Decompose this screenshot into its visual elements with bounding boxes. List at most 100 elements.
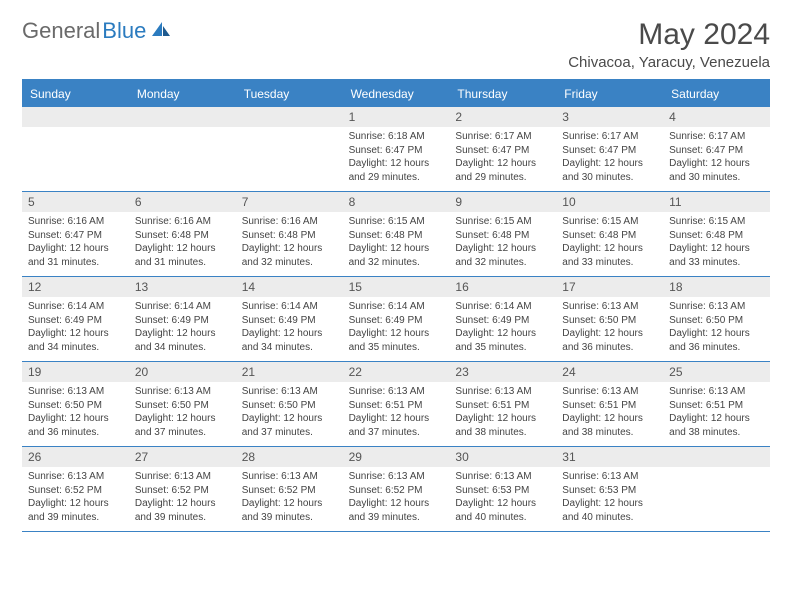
sunrise-text: Sunrise: 6:16 AM bbox=[242, 215, 337, 229]
calendar-cell bbox=[236, 107, 343, 191]
day-number: 29 bbox=[343, 447, 450, 467]
sunset-text: Sunset: 6:48 PM bbox=[562, 229, 657, 243]
sunrise-text: Sunrise: 6:13 AM bbox=[135, 470, 230, 484]
day-number: 27 bbox=[129, 447, 236, 467]
daylight-text: Daylight: 12 hours and 34 minutes. bbox=[28, 327, 123, 354]
cell-body: Sunrise: 6:13 AMSunset: 6:51 PMDaylight:… bbox=[449, 382, 556, 445]
sunset-text: Sunset: 6:49 PM bbox=[455, 314, 550, 328]
day-header-cell: Friday bbox=[556, 81, 663, 107]
day-number: 7 bbox=[236, 192, 343, 212]
cell-body: Sunrise: 6:13 AMSunset: 6:53 PMDaylight:… bbox=[556, 467, 663, 530]
sunrise-text: Sunrise: 6:13 AM bbox=[28, 470, 123, 484]
sunset-text: Sunset: 6:47 PM bbox=[669, 144, 764, 158]
sunset-text: Sunset: 6:50 PM bbox=[242, 399, 337, 413]
daylight-text: Daylight: 12 hours and 33 minutes. bbox=[669, 242, 764, 269]
daylight-text: Daylight: 12 hours and 31 minutes. bbox=[28, 242, 123, 269]
cell-body: Sunrise: 6:15 AMSunset: 6:48 PMDaylight:… bbox=[343, 212, 450, 275]
calendar-cell: 26Sunrise: 6:13 AMSunset: 6:52 PMDayligh… bbox=[22, 447, 129, 531]
sunrise-text: Sunrise: 6:14 AM bbox=[455, 300, 550, 314]
daylight-text: Daylight: 12 hours and 30 minutes. bbox=[562, 157, 657, 184]
header: General Blue May 2024 Chivacoa, Yaracuy,… bbox=[22, 18, 770, 71]
day-number bbox=[22, 107, 129, 127]
calendar-cell: 4Sunrise: 6:17 AMSunset: 6:47 PMDaylight… bbox=[663, 107, 770, 191]
sunrise-text: Sunrise: 6:15 AM bbox=[349, 215, 444, 229]
sunrise-text: Sunrise: 6:17 AM bbox=[562, 130, 657, 144]
daylight-text: Daylight: 12 hours and 38 minutes. bbox=[562, 412, 657, 439]
sunset-text: Sunset: 6:48 PM bbox=[349, 229, 444, 243]
sunrise-text: Sunrise: 6:18 AM bbox=[349, 130, 444, 144]
cell-body: Sunrise: 6:14 AMSunset: 6:49 PMDaylight:… bbox=[22, 297, 129, 360]
calendar-cell: 21Sunrise: 6:13 AMSunset: 6:50 PMDayligh… bbox=[236, 362, 343, 446]
cell-body: Sunrise: 6:15 AMSunset: 6:48 PMDaylight:… bbox=[556, 212, 663, 275]
cell-body bbox=[22, 127, 129, 185]
calendar-cell: 6Sunrise: 6:16 AMSunset: 6:48 PMDaylight… bbox=[129, 192, 236, 276]
daylight-text: Daylight: 12 hours and 29 minutes. bbox=[349, 157, 444, 184]
calendar-cell: 29Sunrise: 6:13 AMSunset: 6:52 PMDayligh… bbox=[343, 447, 450, 531]
calendar-cell: 3Sunrise: 6:17 AMSunset: 6:47 PMDaylight… bbox=[556, 107, 663, 191]
day-number: 25 bbox=[663, 362, 770, 382]
week-row: 5Sunrise: 6:16 AMSunset: 6:47 PMDaylight… bbox=[22, 192, 770, 277]
sunset-text: Sunset: 6:48 PM bbox=[242, 229, 337, 243]
sunrise-text: Sunrise: 6:13 AM bbox=[669, 385, 764, 399]
day-number bbox=[129, 107, 236, 127]
daylight-text: Daylight: 12 hours and 32 minutes. bbox=[349, 242, 444, 269]
calendar-cell: 2Sunrise: 6:17 AMSunset: 6:47 PMDaylight… bbox=[449, 107, 556, 191]
calendar-cell: 11Sunrise: 6:15 AMSunset: 6:48 PMDayligh… bbox=[663, 192, 770, 276]
sunrise-text: Sunrise: 6:13 AM bbox=[562, 385, 657, 399]
cell-body: Sunrise: 6:13 AMSunset: 6:51 PMDaylight:… bbox=[663, 382, 770, 445]
sunset-text: Sunset: 6:49 PM bbox=[28, 314, 123, 328]
cell-body: Sunrise: 6:13 AMSunset: 6:50 PMDaylight:… bbox=[22, 382, 129, 445]
sunset-text: Sunset: 6:52 PM bbox=[28, 484, 123, 498]
day-number: 24 bbox=[556, 362, 663, 382]
calendar-cell: 25Sunrise: 6:13 AMSunset: 6:51 PMDayligh… bbox=[663, 362, 770, 446]
calendar-cell: 15Sunrise: 6:14 AMSunset: 6:49 PMDayligh… bbox=[343, 277, 450, 361]
cell-body: Sunrise: 6:14 AMSunset: 6:49 PMDaylight:… bbox=[343, 297, 450, 360]
day-number: 22 bbox=[343, 362, 450, 382]
sunset-text: Sunset: 6:51 PM bbox=[455, 399, 550, 413]
calendar-cell: 22Sunrise: 6:13 AMSunset: 6:51 PMDayligh… bbox=[343, 362, 450, 446]
day-header-cell: Saturday bbox=[663, 81, 770, 107]
cell-body: Sunrise: 6:17 AMSunset: 6:47 PMDaylight:… bbox=[663, 127, 770, 190]
sunrise-text: Sunrise: 6:15 AM bbox=[669, 215, 764, 229]
day-number: 30 bbox=[449, 447, 556, 467]
sunset-text: Sunset: 6:50 PM bbox=[669, 314, 764, 328]
day-header-cell: Monday bbox=[129, 81, 236, 107]
calendar-cell: 28Sunrise: 6:13 AMSunset: 6:52 PMDayligh… bbox=[236, 447, 343, 531]
daylight-text: Daylight: 12 hours and 32 minutes. bbox=[242, 242, 337, 269]
month-title: May 2024 bbox=[568, 18, 770, 52]
location-text: Chivacoa, Yaracuy, Venezuela bbox=[568, 54, 770, 71]
daylight-text: Daylight: 12 hours and 31 minutes. bbox=[135, 242, 230, 269]
daylight-text: Daylight: 12 hours and 33 minutes. bbox=[562, 242, 657, 269]
calendar-cell: 31Sunrise: 6:13 AMSunset: 6:53 PMDayligh… bbox=[556, 447, 663, 531]
sunrise-text: Sunrise: 6:14 AM bbox=[242, 300, 337, 314]
day-header-cell: Wednesday bbox=[343, 81, 450, 107]
week-row: 12Sunrise: 6:14 AMSunset: 6:49 PMDayligh… bbox=[22, 277, 770, 362]
daylight-text: Daylight: 12 hours and 35 minutes. bbox=[349, 327, 444, 354]
cell-body: Sunrise: 6:14 AMSunset: 6:49 PMDaylight:… bbox=[129, 297, 236, 360]
cell-body: Sunrise: 6:16 AMSunset: 6:47 PMDaylight:… bbox=[22, 212, 129, 275]
logo: General Blue bbox=[22, 18, 172, 44]
sunrise-text: Sunrise: 6:14 AM bbox=[349, 300, 444, 314]
calendar-cell: 24Sunrise: 6:13 AMSunset: 6:51 PMDayligh… bbox=[556, 362, 663, 446]
day-number: 9 bbox=[449, 192, 556, 212]
daylight-text: Daylight: 12 hours and 34 minutes. bbox=[242, 327, 337, 354]
logo-text-blue: Blue bbox=[102, 18, 146, 44]
daylight-text: Daylight: 12 hours and 37 minutes. bbox=[242, 412, 337, 439]
daylight-text: Daylight: 12 hours and 37 minutes. bbox=[349, 412, 444, 439]
sunrise-text: Sunrise: 6:13 AM bbox=[669, 300, 764, 314]
sunset-text: Sunset: 6:51 PM bbox=[349, 399, 444, 413]
sunset-text: Sunset: 6:51 PM bbox=[669, 399, 764, 413]
calendar-cell: 1Sunrise: 6:18 AMSunset: 6:47 PMDaylight… bbox=[343, 107, 450, 191]
sunset-text: Sunset: 6:52 PM bbox=[349, 484, 444, 498]
day-number: 6 bbox=[129, 192, 236, 212]
sunset-text: Sunset: 6:53 PM bbox=[455, 484, 550, 498]
daylight-text: Daylight: 12 hours and 39 minutes. bbox=[135, 497, 230, 524]
day-number bbox=[236, 107, 343, 127]
calendar-cell: 10Sunrise: 6:15 AMSunset: 6:48 PMDayligh… bbox=[556, 192, 663, 276]
daylight-text: Daylight: 12 hours and 36 minutes. bbox=[669, 327, 764, 354]
sunrise-text: Sunrise: 6:15 AM bbox=[455, 215, 550, 229]
daylight-text: Daylight: 12 hours and 40 minutes. bbox=[455, 497, 550, 524]
sunrise-text: Sunrise: 6:14 AM bbox=[28, 300, 123, 314]
daylight-text: Daylight: 12 hours and 40 minutes. bbox=[562, 497, 657, 524]
calendar-cell: 14Sunrise: 6:14 AMSunset: 6:49 PMDayligh… bbox=[236, 277, 343, 361]
